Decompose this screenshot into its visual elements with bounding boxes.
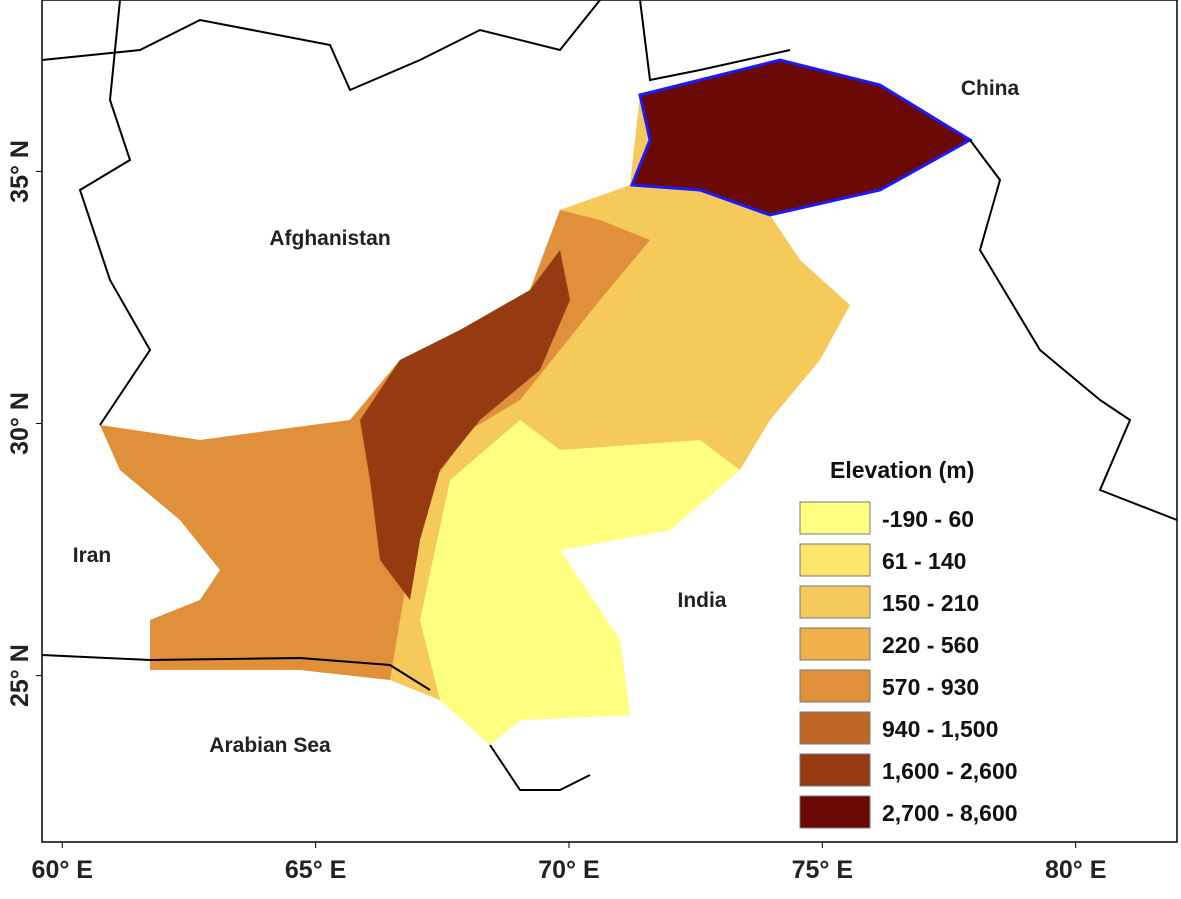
legend-label: 940 - 1,500	[882, 716, 998, 742]
border	[41, 654, 431, 691]
legend-label: 570 - 930	[882, 674, 979, 700]
place-label: Arabian Sea	[209, 734, 331, 757]
legend-swatch	[799, 795, 871, 829]
place-label: China	[961, 77, 1020, 100]
legend-label: 2,700 - 8,600	[882, 800, 1018, 826]
x-tick-label: 65° E	[285, 856, 346, 884]
border	[78, 0, 152, 426]
legend-swatch	[799, 585, 871, 619]
x-tick-label: 70° E	[538, 856, 599, 884]
y-tick-label: 35° N	[6, 140, 34, 203]
ranges	[360, 250, 570, 600]
legend-label: -190 - 60	[882, 506, 974, 532]
northern-region	[629, 58, 973, 217]
border	[639, 0, 791, 82]
terrain	[100, 58, 973, 745]
legend-swatch	[799, 543, 871, 577]
y-tick-label: 30° N	[6, 392, 34, 455]
lowlands	[420, 420, 740, 745]
legend-swatch	[799, 669, 871, 703]
x-tick-label: 60° E	[32, 856, 93, 884]
legend-swatch	[799, 501, 871, 535]
country-borders	[41, 0, 1178, 791]
legend-label: 61 - 140	[882, 548, 966, 574]
legend-title: Elevation (m)	[830, 457, 974, 483]
legend-label: 150 - 210	[882, 590, 979, 616]
legend-label: 220 - 560	[882, 632, 979, 658]
place-label: Afghanistan	[269, 227, 390, 250]
border	[41, 0, 601, 92]
legend-swatch	[799, 627, 871, 661]
x-tick-label: 80° E	[1045, 856, 1106, 884]
x-tick-label: 75° E	[792, 856, 853, 884]
y-tick-label: 25° N	[6, 644, 34, 707]
legend-label: 1,600 - 2,600	[882, 758, 1018, 784]
place-label: Iran	[73, 544, 112, 567]
legend-swatch	[799, 711, 871, 745]
legend-swatch	[799, 753, 871, 787]
border	[969, 139, 1178, 521]
place-label: India	[677, 589, 726, 612]
border	[489, 744, 591, 791]
